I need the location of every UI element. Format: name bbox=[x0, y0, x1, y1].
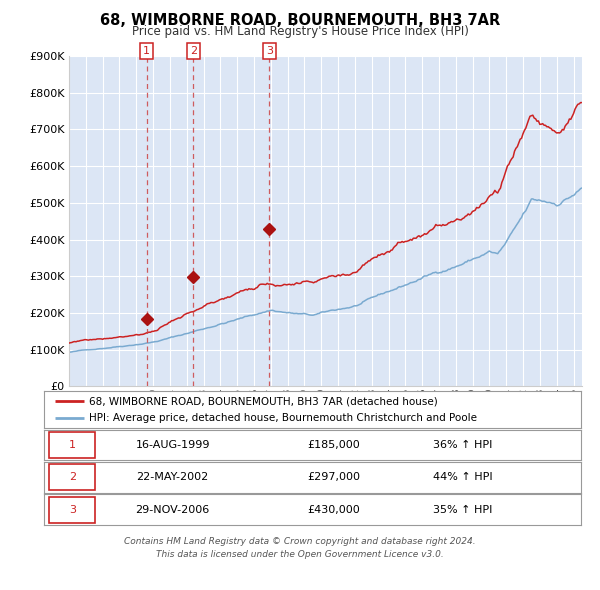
Text: Price paid vs. HM Land Registry's House Price Index (HPI): Price paid vs. HM Land Registry's House … bbox=[131, 25, 469, 38]
Text: £297,000: £297,000 bbox=[307, 473, 360, 482]
Text: 22-MAY-2002: 22-MAY-2002 bbox=[137, 473, 209, 482]
Text: 16-AUG-1999: 16-AUG-1999 bbox=[136, 440, 210, 450]
Text: 68, WIMBORNE ROAD, BOURNEMOUTH, BH3 7AR (detached house): 68, WIMBORNE ROAD, BOURNEMOUTH, BH3 7AR … bbox=[89, 396, 438, 406]
Text: 1: 1 bbox=[143, 46, 150, 56]
Text: 2: 2 bbox=[190, 46, 197, 56]
Text: 3: 3 bbox=[266, 46, 273, 56]
Text: 29-NOV-2006: 29-NOV-2006 bbox=[136, 505, 210, 514]
Text: HPI: Average price, detached house, Bournemouth Christchurch and Poole: HPI: Average price, detached house, Bour… bbox=[89, 413, 478, 423]
Text: 35% ↑ HPI: 35% ↑ HPI bbox=[433, 505, 493, 514]
Text: This data is licensed under the Open Government Licence v3.0.: This data is licensed under the Open Gov… bbox=[156, 550, 444, 559]
Text: 68, WIMBORNE ROAD, BOURNEMOUTH, BH3 7AR: 68, WIMBORNE ROAD, BOURNEMOUTH, BH3 7AR bbox=[100, 13, 500, 28]
Bar bbox=[49, 432, 95, 458]
Text: 3: 3 bbox=[69, 505, 76, 514]
Text: 36% ↑ HPI: 36% ↑ HPI bbox=[433, 440, 493, 450]
Bar bbox=[49, 464, 95, 490]
Bar bbox=[49, 497, 95, 523]
Text: 2: 2 bbox=[68, 473, 76, 482]
Text: 44% ↑ HPI: 44% ↑ HPI bbox=[433, 473, 493, 482]
Text: £185,000: £185,000 bbox=[307, 440, 360, 450]
Text: £430,000: £430,000 bbox=[307, 505, 360, 514]
Text: 1: 1 bbox=[69, 440, 76, 450]
Text: Contains HM Land Registry data © Crown copyright and database right 2024.: Contains HM Land Registry data © Crown c… bbox=[124, 537, 476, 546]
